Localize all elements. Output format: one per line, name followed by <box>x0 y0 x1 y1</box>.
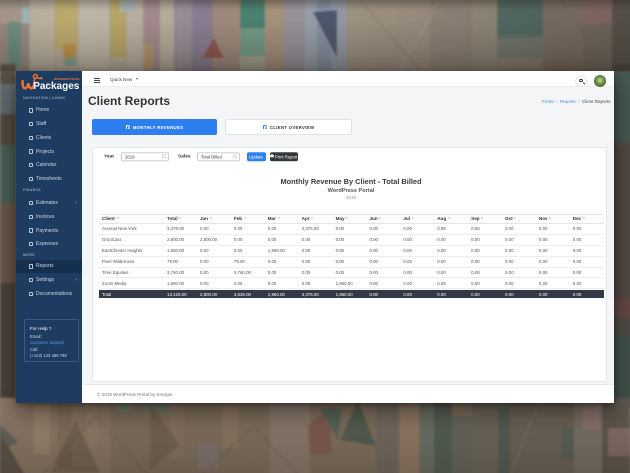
svg-text:Packages: Packages <box>33 81 80 92</box>
svg-text:WORDPRESS PORTAL: WORDPRESS PORTAL <box>54 78 81 81</box>
